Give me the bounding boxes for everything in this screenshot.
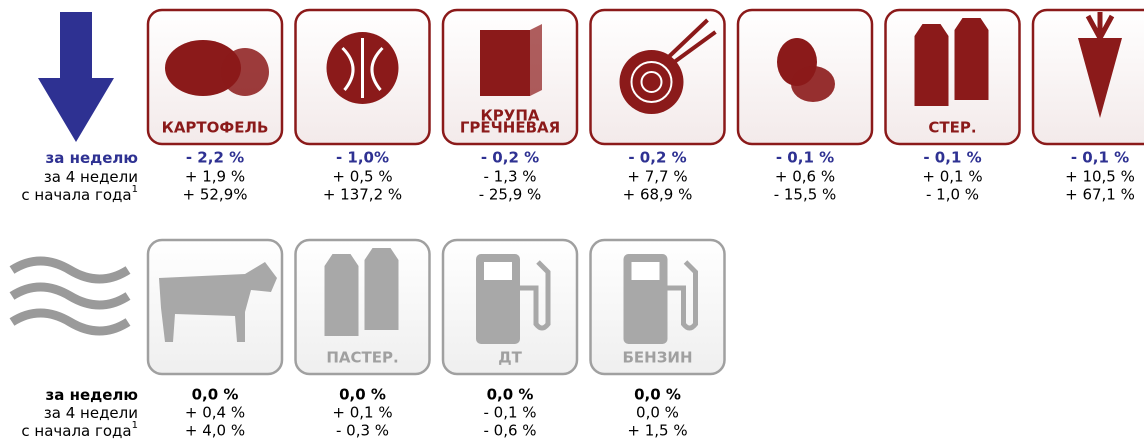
change-value: + 137,2 % [323,186,402,204]
shape [955,30,989,100]
change-value: 0,0 % [192,386,239,404]
product-label: ДТ [498,349,522,367]
row-label-text: с начала года [21,186,131,204]
shape [632,262,660,280]
change-value: + 10,5 % [1065,168,1135,186]
shape [221,48,269,96]
shape [365,260,399,330]
change-value: - 15,5 % [774,186,837,204]
change-value: + 0,6 % [775,168,835,186]
change-value: - 0,6 % [483,422,536,440]
infographic: за неделюза 4 неделис начала года1КАРТОФ… [0,0,1144,443]
product-card [1033,10,1144,144]
approx-sign [12,261,128,331]
row-label-text: за неделю [46,386,138,404]
row-label: за 4 недели [44,404,138,422]
change-value: + 0,4 % [185,404,245,422]
change-value: + 68,9 % [623,186,693,204]
product-label: ГРЕЧНЕВАЯ [460,119,560,137]
shape [915,36,949,106]
product-label: КАРТОФЕЛЬ [162,119,269,137]
change-value: 0,0 % [487,386,534,404]
change-value: - 1,0% [336,149,389,167]
row-label: за неделю [46,149,138,167]
change-value: 0,0 % [636,404,679,422]
change-value: - 0,1 % [923,149,981,167]
change-value: - 0,2 % [481,149,539,167]
product-label: ПАСТЕР. [326,349,398,367]
row-label-text: за 4 недели [44,404,138,422]
row-label: с начала года1 [21,420,138,440]
change-value: 0,0 % [339,386,386,404]
shape [480,30,530,96]
change-value: + 0,5 % [332,168,392,186]
shape [530,24,542,96]
shape [325,266,359,336]
change-value: + 0,1 % [922,168,982,186]
footnote-mark: 1 [132,184,138,195]
change-value: + 67,1 % [1065,186,1135,204]
change-value: - 0,1 % [483,404,536,422]
change-value: - 1,3 % [483,168,536,186]
product-label: БЕНЗИН [623,349,693,367]
row-label-text: за 4 недели [44,168,138,186]
shape [791,66,835,102]
change-value: - 0,1 % [776,149,834,167]
row-label-text: с начала года [21,422,131,440]
footnote-mark: 1 [132,420,138,431]
change-value: 0,0 % [634,386,681,404]
change-value: - 2,2 % [186,149,244,167]
shape [620,50,684,114]
down-arrow [38,12,114,142]
icon [327,32,399,104]
change-value: + 1,9 % [185,168,245,186]
change-value: - 0,2 % [628,149,686,167]
change-value: + 0,1 % [332,404,392,422]
row-label: с начала года1 [21,184,138,204]
change-value: - 1,0 % [926,186,979,204]
change-value: - 0,3 % [336,422,389,440]
change-value: + 7,7 % [627,168,687,186]
change-value: - 25,9 % [479,186,542,204]
change-value: - 0,1 % [1071,149,1129,167]
change-value: + 4,0 % [185,422,245,440]
shape [484,262,512,280]
row-label-text: за неделю [46,149,138,167]
change-value: + 1,5 % [627,422,687,440]
row-label: за неделю [46,386,138,404]
change-value: + 52,9% [183,186,248,204]
product-label: СТЕР. [928,119,976,137]
icon [480,24,542,96]
row-label: за 4 недели [44,168,138,186]
